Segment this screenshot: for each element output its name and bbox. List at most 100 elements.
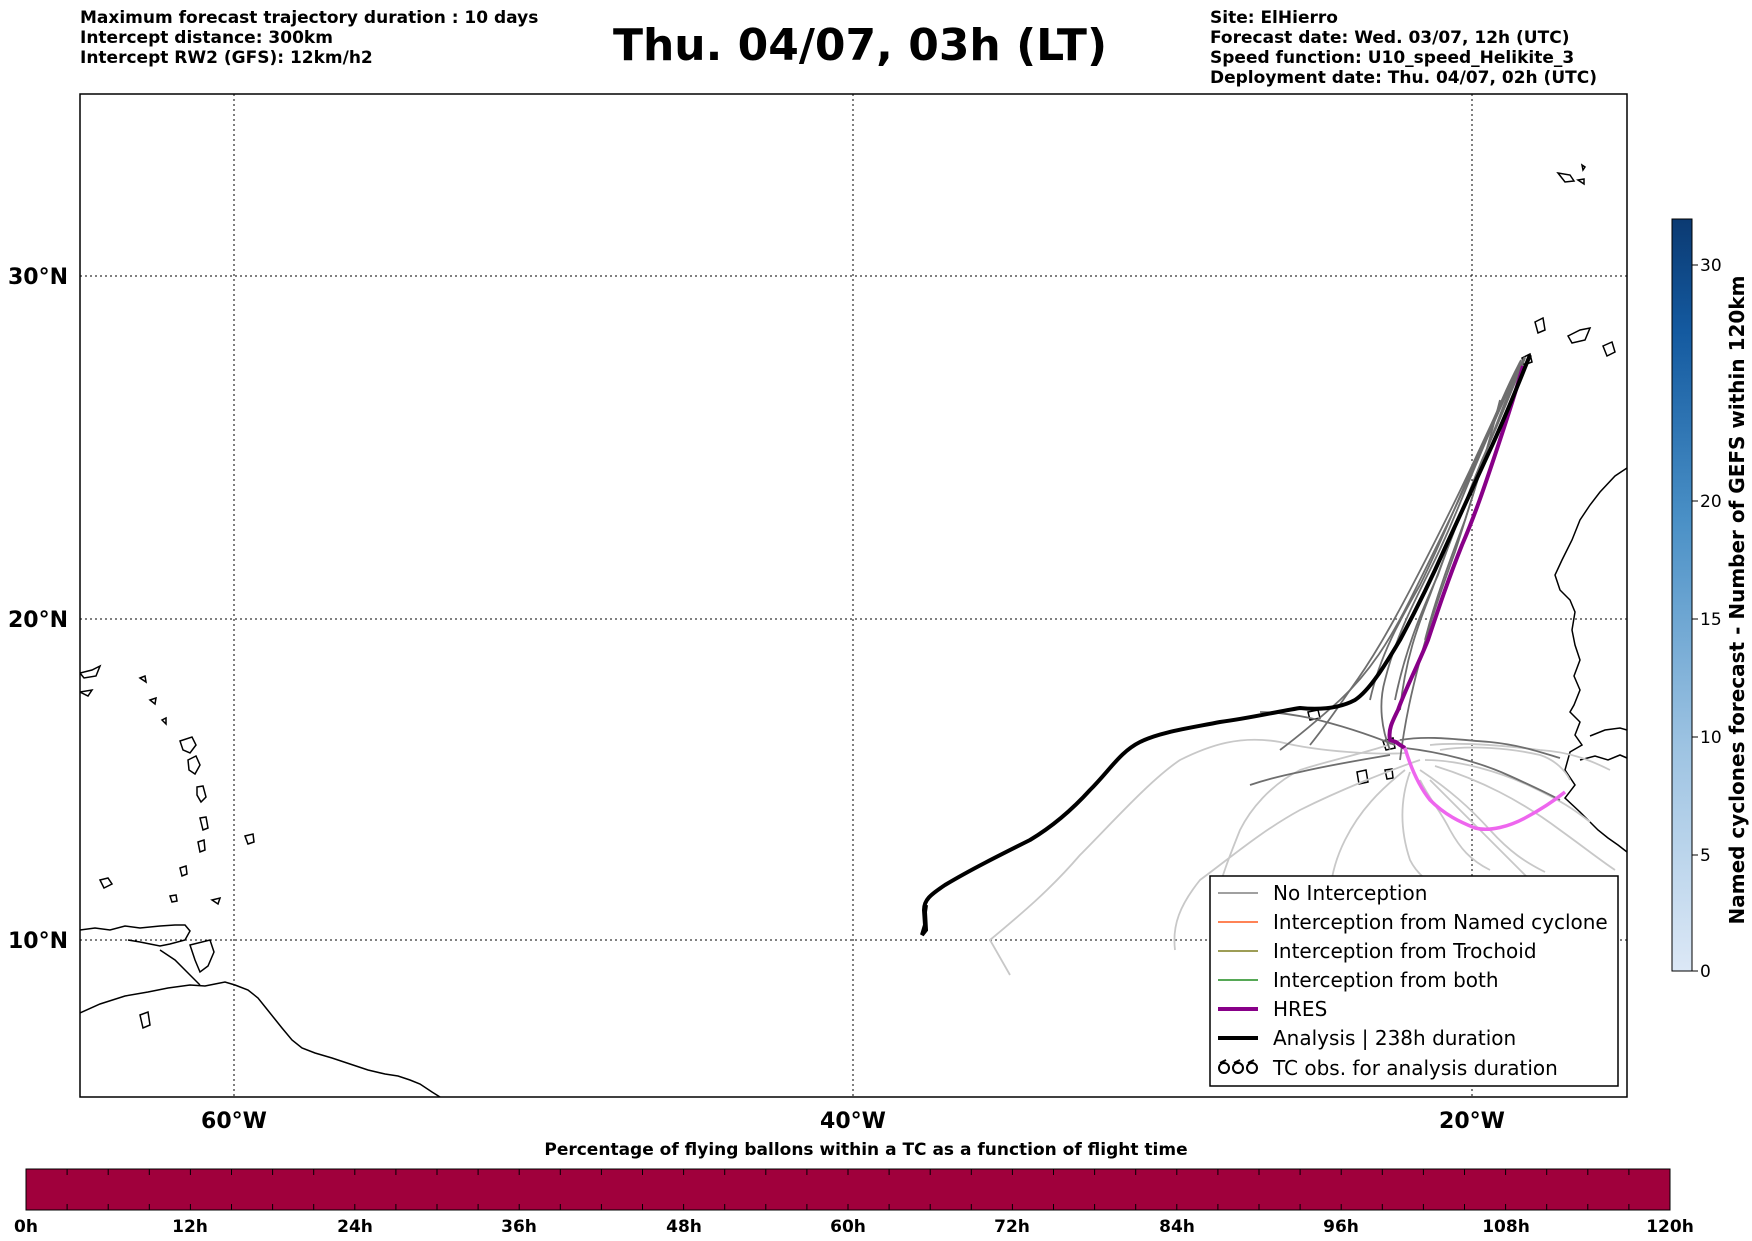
caribbean-island-1 xyxy=(80,664,102,679)
time-tick-24h: 24h xyxy=(337,1217,373,1237)
small-island-b xyxy=(148,696,157,706)
deployment-date-text: Deployment date: Thu. 04/07, 02h (UTC) xyxy=(1210,68,1597,88)
legend-label-no-interception: No Interception xyxy=(1273,881,1427,905)
madeira-2 xyxy=(1576,178,1585,186)
colorbar-gradient xyxy=(1671,218,1693,972)
legend-label-analysis: Analysis | 238h duration xyxy=(1273,1026,1516,1050)
cyclone-colorbar: 0 5 10 15 20 30 Named cyclones forecast … xyxy=(1671,218,1749,982)
barbados xyxy=(244,833,255,845)
light-track-1 xyxy=(988,738,1407,976)
lat-labels: 30°N 20°N 10°N xyxy=(8,265,68,954)
st-lucia xyxy=(197,838,206,854)
time-tick-72h: 72h xyxy=(994,1217,1030,1237)
intercept-distance-text: Intercept distance: 300km xyxy=(80,28,333,48)
south-america-coast xyxy=(80,981,441,1097)
analysis-track xyxy=(920,354,1532,937)
header-left: Maximum forecast trajectory duration : 1… xyxy=(80,8,538,68)
hres-track xyxy=(1387,365,1525,750)
gulf-coast-islands xyxy=(1589,727,1627,737)
gray-track-7 xyxy=(1309,359,1522,746)
small-island-e xyxy=(139,1010,151,1030)
canary-2 xyxy=(1566,326,1592,344)
legend-label-both: Interception from both xyxy=(1273,968,1499,992)
gray-track-12 xyxy=(1424,399,1501,641)
lat-label-20n: 20°N xyxy=(8,608,68,633)
legend-box xyxy=(1209,875,1619,1087)
time-bar-fill xyxy=(25,1168,1671,1211)
colorbar-label: Named cyclones forecast - Number of GEFS… xyxy=(1725,276,1749,925)
colorbar-tick-10: 10 xyxy=(1700,728,1722,748)
legend-label-trochoid: Interception from Trochoid xyxy=(1273,939,1537,963)
colorbar-tick-15: 15 xyxy=(1700,610,1722,630)
light-track-3 xyxy=(1214,739,1401,906)
legend: No Interception Interception from Named … xyxy=(1209,875,1619,1087)
time-tick-60h: 60h xyxy=(830,1217,866,1237)
forecast-date-text: Forecast date: Wed. 03/07, 12h (UTC) xyxy=(1210,28,1570,48)
time-tick-12h: 12h xyxy=(172,1217,208,1237)
site-text: Site: ElHierro xyxy=(1210,8,1338,28)
madeira xyxy=(1556,171,1576,183)
trinidad xyxy=(189,939,215,974)
caribbean-island-3 xyxy=(179,736,197,754)
venezuela-coast xyxy=(80,924,191,947)
caribbean-island-2 xyxy=(80,688,94,697)
hres-track-later xyxy=(1403,747,1567,831)
time-tick-96h: 96h xyxy=(1323,1217,1359,1237)
colorbar-tick-0: 0 xyxy=(1700,962,1711,982)
flight-time-bar: Percentage of flying ballons within a TC… xyxy=(14,1140,1694,1237)
time-bar-title: Percentage of flying ballons within a TC… xyxy=(544,1140,1187,1160)
time-tick-84h: 84h xyxy=(1159,1217,1195,1237)
header-right: Site: ElHierro Forecast date: Wed. 03/07… xyxy=(1210,8,1597,88)
canary-3 xyxy=(1602,340,1616,358)
legend-label-named-cyclone: Interception from Named cyclone xyxy=(1273,910,1608,934)
map-title: Thu. 04/07, 03h (LT) xyxy=(612,20,1108,71)
ensemble-tracks-no-interception xyxy=(1249,356,1561,801)
colorbar-tick-20: 20 xyxy=(1700,492,1722,512)
legend-label-hres: HRES xyxy=(1273,997,1327,1021)
st-vincent xyxy=(179,864,188,878)
legend-label-tc-obs: TC obs. for analysis duration xyxy=(1272,1056,1558,1080)
time-bar-minor-ticks xyxy=(25,1169,1671,1210)
ensemble-tracks-light xyxy=(988,738,1616,976)
gray-track-9 xyxy=(1404,747,1561,801)
light-track-6 xyxy=(1429,742,1611,771)
small-island-a xyxy=(138,674,148,684)
small-island-c xyxy=(160,716,167,726)
light-track-2 xyxy=(1173,759,1421,951)
dominica xyxy=(196,785,207,804)
gray-track-6 xyxy=(1399,357,1525,761)
time-tick-0h: 0h xyxy=(14,1217,38,1237)
lon-labels: 60°W 40°W 20°W xyxy=(201,1109,1505,1134)
lon-label-40w: 40°W xyxy=(820,1109,886,1134)
martinique xyxy=(199,816,209,832)
guadeloupe xyxy=(187,754,201,776)
gray-track-10 xyxy=(1249,754,1391,786)
grenada xyxy=(169,894,178,903)
cyclone-symbols-icon xyxy=(1218,1059,1258,1074)
max-duration-text: Maximum forecast trajectory duration : 1… xyxy=(80,8,539,28)
lon-label-20w: 20°W xyxy=(1439,1109,1505,1134)
light-track-10 xyxy=(1439,746,1571,781)
intercept-rw2-text: Intercept RW2 (GFS): 12km/h2 xyxy=(80,48,373,68)
time-tick-36h: 36h xyxy=(501,1217,537,1237)
coastlines xyxy=(80,163,1627,1097)
lat-label-10n: 10°N xyxy=(8,929,68,954)
madeira-3 xyxy=(1580,163,1587,172)
light-track-9 xyxy=(1434,765,1616,871)
time-tick-108h: 108h xyxy=(1482,1217,1530,1237)
lat-label-30n: 30°N xyxy=(8,265,68,290)
canary-1 xyxy=(1534,316,1546,335)
light-track-12 xyxy=(1429,779,1531,881)
small-island-d xyxy=(98,877,114,890)
tobago xyxy=(210,896,222,906)
colorbar-tick-30: 30 xyxy=(1700,256,1722,276)
time-tick-48h: 48h xyxy=(666,1217,702,1237)
light-track-4 xyxy=(1419,779,1491,871)
cape-verde-4 xyxy=(1384,768,1394,780)
africa-coast xyxy=(1554,467,1627,853)
gulf-of-paria xyxy=(159,949,201,986)
cape-verde-3 xyxy=(1356,769,1369,785)
gray-track-8 xyxy=(1399,736,1561,759)
bijagos xyxy=(1579,754,1627,761)
